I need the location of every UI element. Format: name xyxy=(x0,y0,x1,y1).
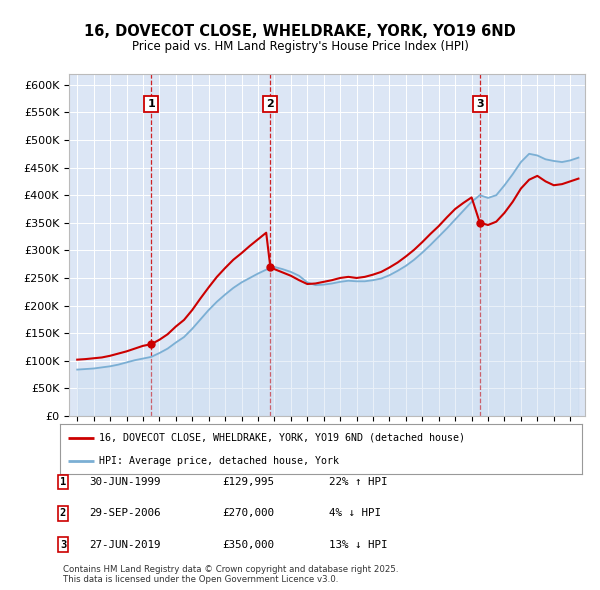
Text: 16, DOVECOT CLOSE, WHELDRAKE, YORK, YO19 6ND (detached house): 16, DOVECOT CLOSE, WHELDRAKE, YORK, YO19… xyxy=(99,432,465,442)
Text: 30-JUN-1999: 30-JUN-1999 xyxy=(89,477,160,487)
Text: 27-JUN-2019: 27-JUN-2019 xyxy=(89,540,160,549)
Text: 2: 2 xyxy=(266,99,274,109)
Text: HPI: Average price, detached house, York: HPI: Average price, detached house, York xyxy=(99,456,339,466)
Text: 13% ↓ HPI: 13% ↓ HPI xyxy=(329,540,388,549)
Text: 4% ↓ HPI: 4% ↓ HPI xyxy=(329,509,381,518)
Text: 3: 3 xyxy=(476,99,484,109)
Text: 3: 3 xyxy=(60,540,66,549)
Text: £350,000: £350,000 xyxy=(222,540,274,549)
Text: 16, DOVECOT CLOSE, WHELDRAKE, YORK, YO19 6ND: 16, DOVECOT CLOSE, WHELDRAKE, YORK, YO19… xyxy=(84,24,516,38)
Text: Contains HM Land Registry data © Crown copyright and database right 2025.
This d: Contains HM Land Registry data © Crown c… xyxy=(63,565,398,584)
Text: £129,995: £129,995 xyxy=(222,477,274,487)
Text: 2: 2 xyxy=(60,509,66,518)
Text: 29-SEP-2006: 29-SEP-2006 xyxy=(89,509,160,518)
Text: £270,000: £270,000 xyxy=(222,509,274,518)
Text: Price paid vs. HM Land Registry's House Price Index (HPI): Price paid vs. HM Land Registry's House … xyxy=(131,40,469,53)
Text: 1: 1 xyxy=(147,99,155,109)
Text: 1: 1 xyxy=(60,477,66,487)
Text: 22% ↑ HPI: 22% ↑ HPI xyxy=(329,477,388,487)
